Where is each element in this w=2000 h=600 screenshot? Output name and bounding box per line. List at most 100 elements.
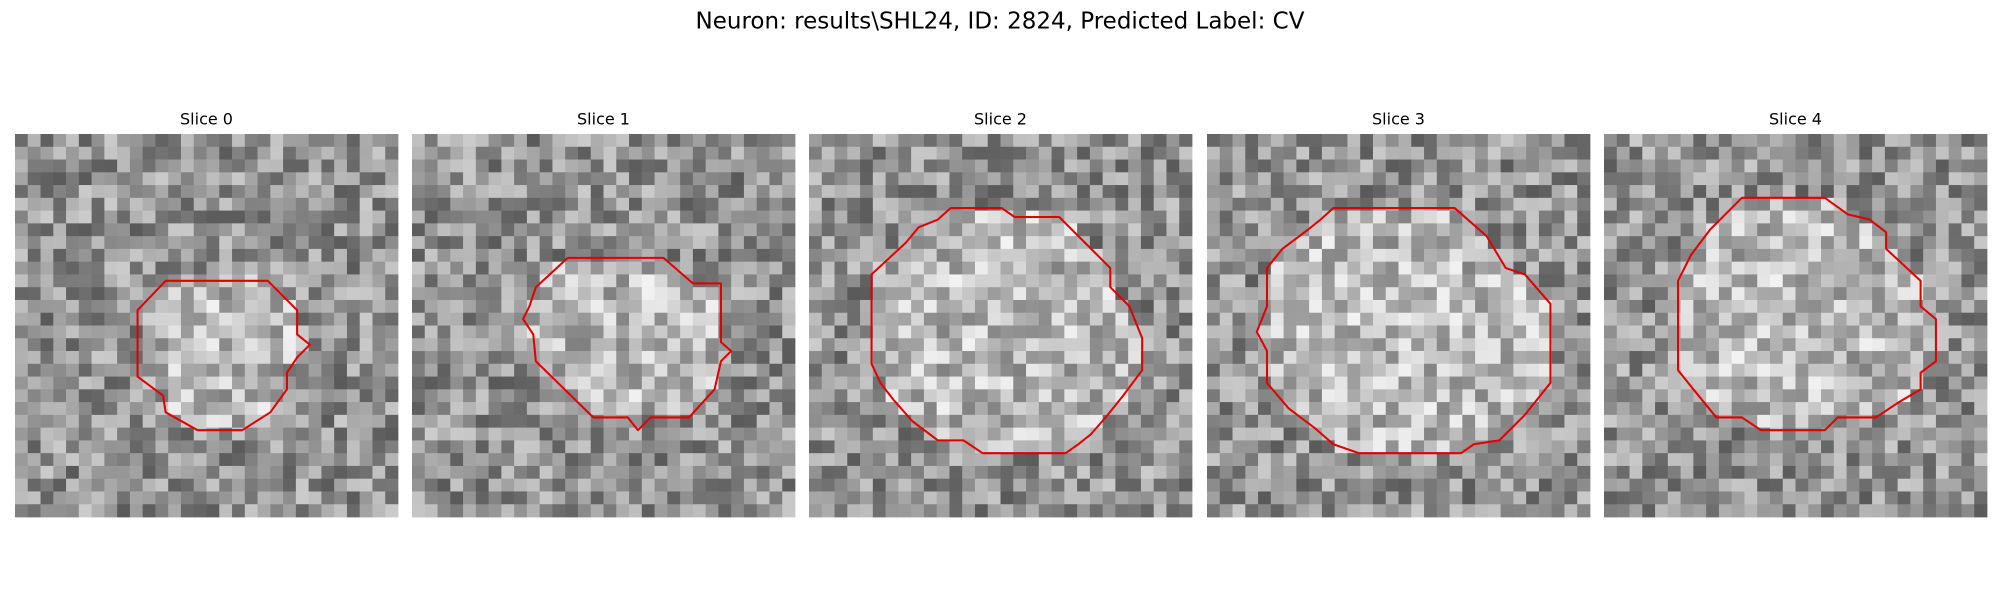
pixel <box>1655 261 1669 275</box>
pixel <box>104 236 118 250</box>
pixel <box>1258 236 1272 250</box>
pixel <box>346 197 361 211</box>
pixel <box>1013 414 1027 429</box>
pixel <box>1051 325 1065 339</box>
pixel <box>1245 465 1259 480</box>
pixel <box>680 389 694 403</box>
pixel <box>1411 248 1425 263</box>
pixel <box>1077 325 1091 339</box>
pixel <box>898 197 912 211</box>
pixel <box>782 402 796 416</box>
pixel <box>1270 491 1284 505</box>
pixel <box>385 134 399 148</box>
pixel <box>1166 363 1180 377</box>
pixel <box>936 159 950 173</box>
pixel <box>53 338 67 352</box>
pixel <box>1706 223 1720 237</box>
pixel <box>885 453 899 467</box>
pixel <box>66 261 80 275</box>
pixel <box>117 389 131 403</box>
pixel <box>1910 248 1924 263</box>
pixel <box>1974 478 1988 492</box>
pixel <box>1667 504 1681 518</box>
pixel <box>1872 325 1886 339</box>
pixel <box>475 325 489 339</box>
pixel <box>1859 504 1873 518</box>
pixel <box>1577 146 1591 160</box>
pixel <box>987 338 1001 352</box>
pixel <box>334 146 348 160</box>
pixel <box>53 427 67 441</box>
pixel <box>1077 287 1091 301</box>
pixel <box>53 465 67 480</box>
pixel <box>1833 312 1847 326</box>
pixel <box>1577 427 1591 441</box>
pixel <box>1258 223 1272 237</box>
pixel <box>1706 159 1720 173</box>
pixel <box>1270 172 1284 186</box>
pixel <box>1655 325 1669 339</box>
pixel <box>1334 389 1348 403</box>
pixel <box>308 414 322 429</box>
pixel <box>450 465 464 480</box>
pixel <box>809 274 823 288</box>
pixel <box>821 478 835 492</box>
pixel <box>1923 159 1937 173</box>
pixel <box>1551 159 1565 173</box>
pixel <box>1642 248 1656 263</box>
pixel <box>629 504 643 518</box>
pixel <box>539 351 553 365</box>
pixel <box>334 351 348 365</box>
pixel <box>78 325 92 339</box>
pixel <box>1974 185 1988 199</box>
pixel <box>334 491 348 505</box>
pixel <box>1731 402 1745 416</box>
pixel <box>1782 453 1796 467</box>
pixel <box>923 299 938 314</box>
pixel <box>1207 478 1221 492</box>
pixel <box>295 338 310 352</box>
pixel <box>1769 223 1784 237</box>
pixel <box>731 440 745 454</box>
pixel <box>743 427 758 441</box>
pixel <box>1731 389 1745 403</box>
pixel <box>1232 491 1246 505</box>
pixel <box>1462 491 1476 505</box>
pixel <box>1475 236 1489 250</box>
pixel <box>911 287 925 301</box>
pixel <box>692 491 707 505</box>
pixel <box>1013 274 1027 288</box>
pixel <box>475 351 489 365</box>
pixel <box>1948 248 1962 263</box>
pixel <box>193 236 207 250</box>
pixel <box>692 414 707 429</box>
pixel <box>629 363 643 377</box>
pixel <box>936 197 950 211</box>
pixel <box>1089 504 1104 518</box>
pixel <box>1270 351 1284 365</box>
pixel <box>565 414 579 429</box>
pixel <box>1680 402 1694 416</box>
pixel <box>552 453 566 467</box>
pixel <box>1411 159 1425 173</box>
pixel <box>526 197 541 211</box>
pixel <box>847 504 861 518</box>
pixel <box>1526 159 1540 173</box>
pixel <box>1064 389 1078 403</box>
pixel <box>1000 312 1014 326</box>
pixel <box>1334 312 1348 326</box>
pixel <box>40 172 54 186</box>
pixel <box>1411 261 1425 275</box>
pixel <box>1347 134 1361 148</box>
pixel <box>1270 312 1284 326</box>
pixel <box>15 504 29 518</box>
pixel <box>1179 363 1193 377</box>
pixel <box>1026 363 1040 377</box>
pixel <box>1232 338 1246 352</box>
pixel <box>475 389 489 403</box>
pixel <box>641 440 655 454</box>
pixel <box>1026 159 1040 173</box>
pixel <box>475 287 489 301</box>
pixel <box>270 440 284 454</box>
pixel <box>1051 440 1065 454</box>
